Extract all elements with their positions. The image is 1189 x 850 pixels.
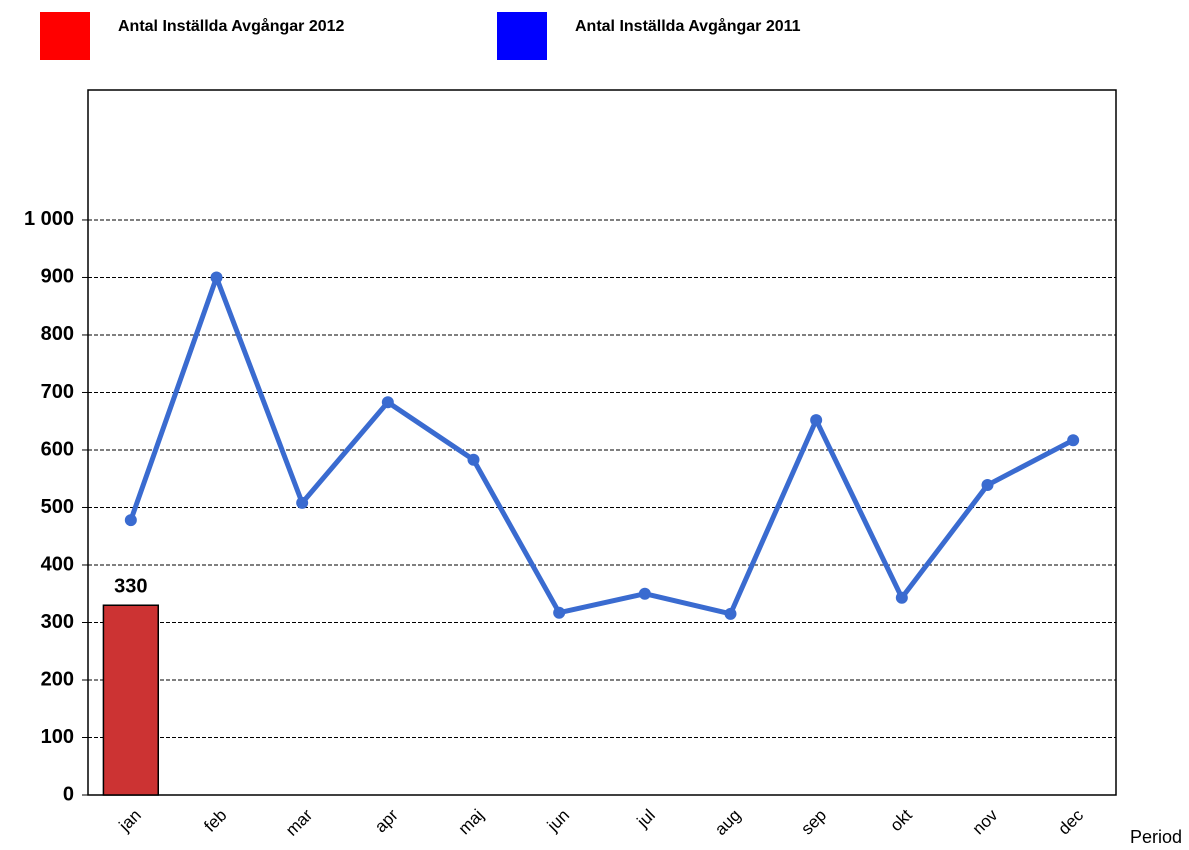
point — [381, 396, 394, 409]
plot-area — [87, 89, 1117, 796]
y-tick-label: 400 — [41, 553, 74, 575]
point — [895, 591, 908, 604]
y-tick-label: 600 — [41, 438, 74, 460]
point — [296, 496, 309, 509]
legend-label: Antal Inställda Avgångar 2012 — [118, 17, 345, 35]
point — [1067, 434, 1080, 447]
x-tick-label: jul — [633, 806, 659, 832]
point — [210, 271, 223, 284]
point — [724, 607, 737, 620]
point — [553, 606, 566, 619]
y-tick-label: 900 — [41, 266, 74, 288]
data-label: 330 — [114, 576, 147, 598]
point — [467, 453, 480, 466]
legend-label: Antal Inställda Avgångar 2011 — [575, 17, 801, 35]
x-tick-label: maj — [455, 806, 488, 839]
x-tick-label: jan — [115, 806, 145, 836]
x-tick-label: jun — [543, 806, 573, 836]
y-tick-label: 1 000 — [24, 208, 74, 230]
x-tick-label: aug — [711, 806, 744, 839]
point — [638, 587, 651, 600]
y-tick-label: 800 — [41, 323, 74, 345]
x-tick-label: dec — [1054, 805, 1087, 838]
point — [124, 514, 137, 527]
y-tick-label: 0 — [63, 783, 74, 805]
x-tick-label: sep — [797, 806, 830, 839]
x-tick-label: okt — [886, 805, 916, 835]
y-tick-label: 700 — [41, 381, 74, 403]
x-tick-label: apr — [371, 805, 402, 836]
y-tick-label: 500 — [41, 496, 74, 518]
y-tick-label: 100 — [41, 726, 74, 748]
y-tick-label: 200 — [41, 668, 74, 690]
y-tick-label: 300 — [41, 611, 74, 633]
x-tick-label: feb — [200, 806, 230, 836]
x-tick-label: nov — [969, 805, 1002, 838]
point — [810, 414, 823, 427]
line — [128, 274, 1075, 617]
point — [981, 479, 994, 492]
legend-swatch — [497, 12, 547, 60]
x-axis-label: Period — [1130, 827, 1182, 847]
x-tick-label: mar — [282, 805, 316, 839]
legend-swatch — [40, 12, 90, 60]
bar — [102, 604, 159, 796]
